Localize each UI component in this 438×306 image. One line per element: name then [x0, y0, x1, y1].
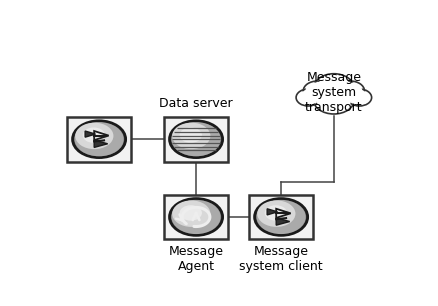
- Circle shape: [179, 128, 201, 143]
- Circle shape: [82, 128, 105, 143]
- Circle shape: [169, 199, 222, 235]
- Circle shape: [74, 122, 124, 156]
- Circle shape: [264, 205, 286, 221]
- Circle shape: [335, 81, 364, 101]
- Circle shape: [254, 199, 307, 235]
- Circle shape: [346, 89, 371, 106]
- FancyBboxPatch shape: [67, 117, 131, 162]
- Polygon shape: [94, 140, 107, 147]
- Circle shape: [295, 89, 320, 106]
- Circle shape: [305, 83, 329, 99]
- Text: Message
Agent: Message Agent: [168, 245, 223, 273]
- Circle shape: [316, 88, 350, 112]
- Polygon shape: [85, 131, 95, 137]
- Circle shape: [348, 90, 369, 105]
- Text: Message
system client: Message system client: [239, 245, 322, 273]
- Circle shape: [257, 200, 295, 227]
- Circle shape: [256, 200, 305, 234]
- Circle shape: [171, 200, 220, 234]
- Circle shape: [297, 90, 318, 105]
- FancyBboxPatch shape: [163, 195, 228, 239]
- Circle shape: [313, 86, 353, 114]
- Polygon shape: [267, 209, 277, 215]
- Circle shape: [179, 205, 201, 221]
- Circle shape: [171, 122, 220, 156]
- Polygon shape: [94, 131, 108, 140]
- Circle shape: [72, 121, 125, 158]
- FancyBboxPatch shape: [248, 195, 313, 239]
- Polygon shape: [276, 218, 289, 225]
- Circle shape: [172, 200, 210, 227]
- Circle shape: [337, 83, 361, 99]
- Circle shape: [75, 123, 113, 149]
- Circle shape: [303, 81, 331, 101]
- Text: Data server: Data server: [159, 97, 232, 110]
- Text: Message
system
transport: Message system transport: [304, 71, 362, 114]
- Circle shape: [314, 74, 353, 101]
- Circle shape: [169, 121, 222, 158]
- Polygon shape: [276, 209, 290, 218]
- FancyBboxPatch shape: [163, 117, 228, 162]
- Circle shape: [316, 76, 350, 99]
- Circle shape: [172, 123, 210, 149]
